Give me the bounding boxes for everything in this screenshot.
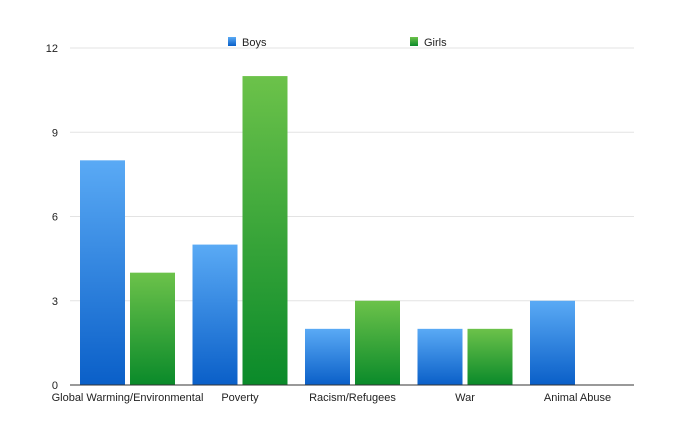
legend-label-boys: Boys: [242, 37, 267, 49]
legend: Boys Girls: [228, 37, 447, 49]
bar-boys-4: [530, 300, 575, 385]
legend-swatch-girls: [410, 37, 418, 46]
legend-swatch-boys: [228, 37, 236, 46]
bar-girls-1: [242, 76, 288, 385]
bar-boys-1: [192, 244, 238, 385]
x-category-label: Animal Abuse: [544, 392, 611, 404]
bar-boys-3: [417, 328, 463, 385]
bars: [80, 76, 575, 385]
bar-boys-2: [305, 328, 350, 385]
x-category-label: Global Warming/Environmental: [52, 392, 204, 404]
x-category-label: War: [455, 392, 475, 404]
bar-girls-3: [467, 328, 513, 385]
bar-girls-0: [130, 272, 175, 385]
gridlines: [70, 47, 634, 302]
y-axis-ticks: 0 3 6 9 12: [46, 43, 58, 392]
y-tick-label: 0: [52, 380, 58, 392]
bar-boys-0: [80, 160, 125, 385]
y-tick-label: 3: [52, 296, 58, 308]
x-category-label: Poverty: [221, 392, 259, 404]
bar-girls-2: [355, 300, 400, 385]
x-axis-labels: Global Warming/Environmental Poverty Racis…: [52, 392, 612, 404]
y-tick-label: 9: [52, 127, 58, 139]
x-category-label: Racism/Refugees: [309, 392, 396, 404]
y-tick-label: 6: [52, 212, 58, 224]
legend-label-girls: Girls: [424, 37, 447, 49]
y-tick-label: 12: [46, 43, 58, 55]
